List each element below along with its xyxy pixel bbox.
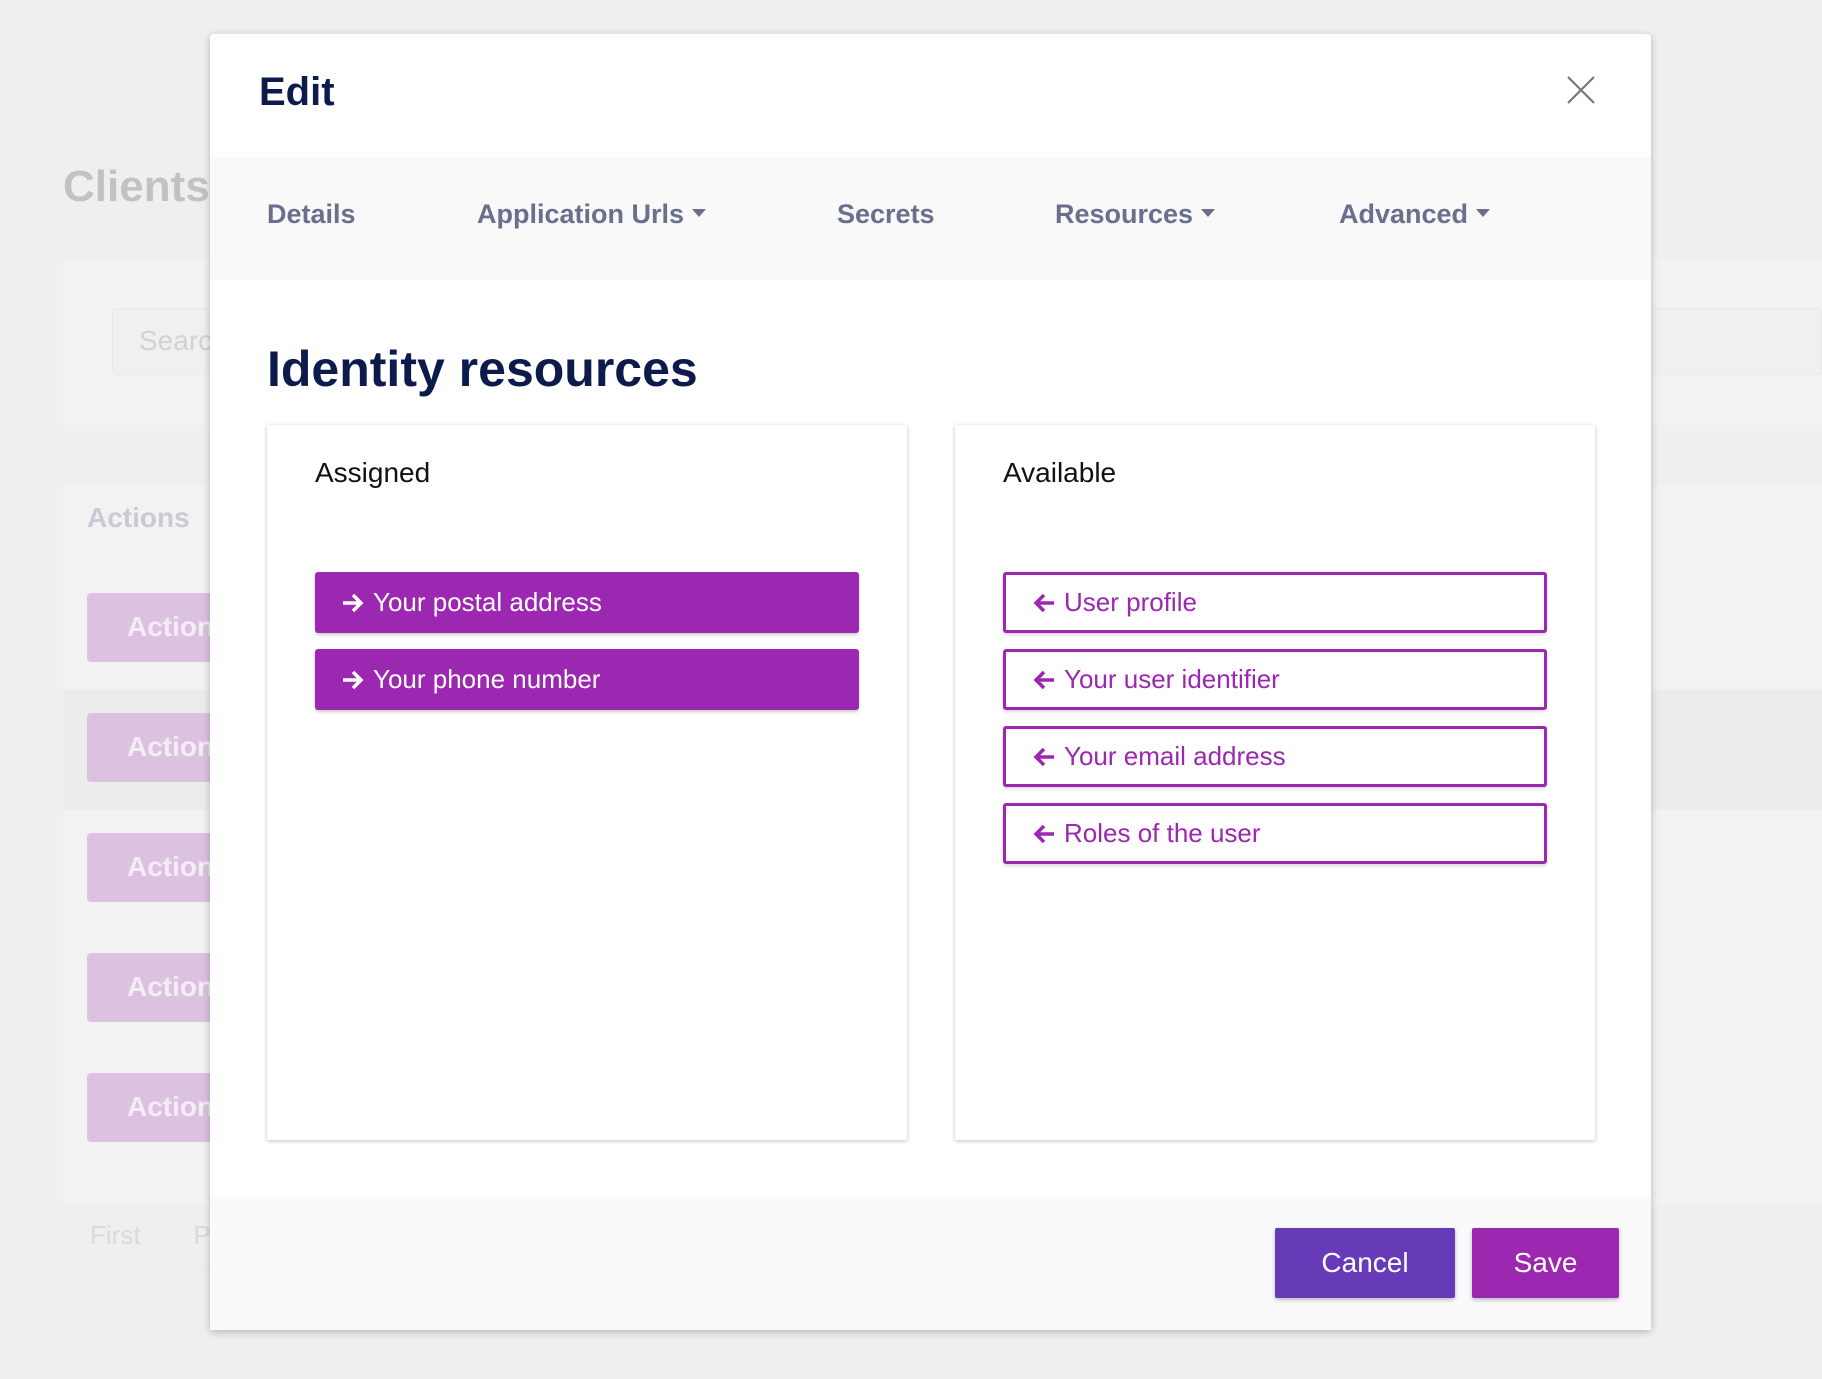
actions-column-header: Actions: [87, 502, 190, 533]
modal-title: Edit: [259, 70, 335, 114]
arrow-left-icon: [1033, 747, 1054, 766]
tab-secrets[interactable]: Secrets: [837, 199, 935, 229]
assigned-panel: Assigned Your postal address Your phone …: [267, 425, 907, 1140]
close-icon[interactable]: [1563, 72, 1599, 108]
tab-application-urls[interactable]: Application Urls: [477, 199, 707, 230]
arrow-right-icon: [343, 670, 364, 689]
modal-footer: Cancel Save: [210, 1196, 1651, 1330]
cancel-button[interactable]: Cancel: [1275, 1228, 1455, 1298]
assigned-item[interactable]: Your phone number: [315, 649, 859, 710]
arrow-left-icon: [1033, 824, 1054, 843]
pagination-first[interactable]: First: [64, 1206, 168, 1264]
tab-advanced[interactable]: Advanced: [1339, 199, 1491, 230]
assigned-item[interactable]: Your postal address: [315, 572, 859, 633]
available-item[interactable]: User profile: [1003, 572, 1547, 633]
assigned-label: Assigned: [315, 457, 431, 488]
arrow-left-icon: [1033, 593, 1054, 612]
tab-bar: Details Application Urls Secrets Resourc…: [210, 157, 1651, 280]
available-item[interactable]: Your user identifier: [1003, 649, 1547, 710]
caret-down-icon: [1201, 208, 1216, 217]
page-title: Clients: [63, 162, 210, 211]
caret-down-icon: [1476, 208, 1491, 217]
tab-resources[interactable]: Resources: [1055, 199, 1216, 230]
arrow-left-icon: [1033, 670, 1054, 689]
available-label: Available: [1003, 457, 1117, 488]
section-heading: Identity resources: [267, 341, 698, 397]
arrow-right-icon: [343, 593, 364, 612]
tab-details[interactable]: Details: [267, 199, 356, 229]
edit-modal: Edit Details Application Urls Secrets Re…: [210, 34, 1651, 1330]
caret-down-icon: [692, 208, 707, 217]
available-item[interactable]: Roles of the user: [1003, 803, 1547, 864]
available-panel: Available User profile Your user identif…: [955, 425, 1595, 1140]
save-button[interactable]: Save: [1472, 1228, 1619, 1298]
available-item[interactable]: Your email address: [1003, 726, 1547, 787]
